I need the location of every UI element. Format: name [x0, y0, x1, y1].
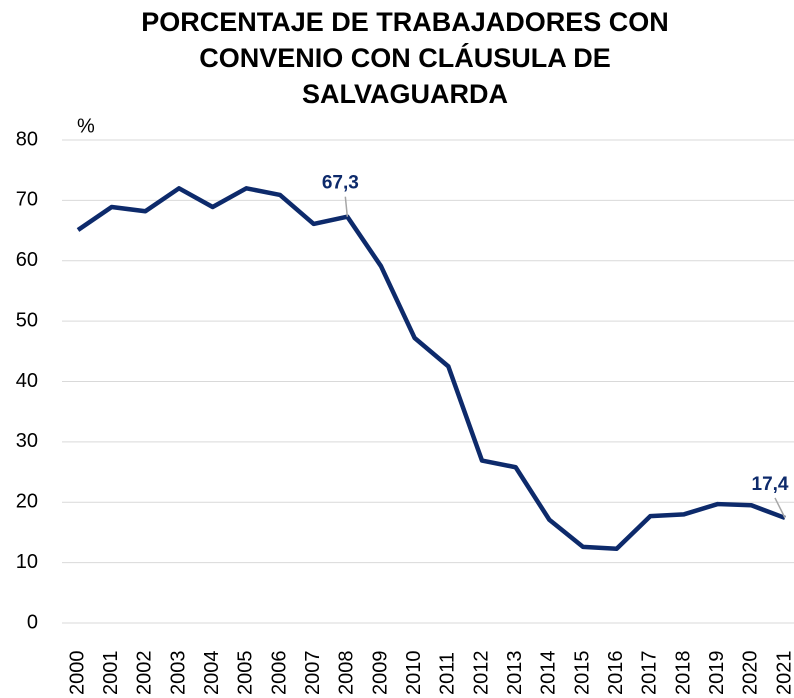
y-tick-label: 20	[16, 491, 38, 513]
x-tick-label: 2016	[605, 651, 627, 696]
y-tick-label: 60	[16, 249, 38, 271]
x-tick-label: 2009	[369, 651, 391, 696]
y-tick-label: 50	[16, 309, 38, 331]
data-label: 67,3	[322, 173, 359, 194]
leader-line	[344, 196, 349, 217]
y-tick-label: 0	[27, 611, 38, 633]
data-line	[76, 186, 786, 551]
y-axis-label: %	[77, 115, 95, 137]
x-tick-label: 2010	[403, 651, 425, 696]
x-tick-label: 2019	[706, 651, 728, 696]
x-tick-label: 2013	[504, 651, 526, 696]
x-tick-label: 2002	[134, 651, 156, 696]
x-tick-label: 2011	[437, 652, 459, 695]
chart-title: PORCENTAJE DE TRABAJADORES CON CONVENIO …	[141, 7, 669, 109]
x-tick-label: 2000	[66, 651, 88, 696]
x-tick-label: 2017	[639, 651, 661, 696]
leader-line	[774, 497, 786, 519]
x-tick-label: 2014	[538, 651, 560, 696]
y-tick-label: 70	[16, 189, 38, 211]
y-tick-label: 30	[16, 430, 38, 452]
x-tick-label: 2001	[100, 651, 122, 696]
data-label: 17,4	[752, 474, 789, 495]
y-tick-label: 80	[16, 128, 38, 150]
x-tick-label: 2004	[201, 651, 223, 696]
x-tick-label: 2005	[235, 651, 257, 696]
x-tick-label: 2007	[302, 651, 324, 696]
x-tick-label: 2003	[167, 651, 189, 696]
x-tick-label: 2020	[740, 651, 762, 696]
x-tick-label: 2008	[336, 651, 358, 696]
x-tick-label: 2015	[571, 651, 593, 696]
x-tick-label: 2021	[773, 651, 794, 696]
x-tick-label: 2018	[672, 651, 694, 696]
y-tick-label: 10	[16, 551, 38, 573]
x-tick-label: 2012	[470, 651, 492, 696]
x-tick-label: 2006	[268, 651, 290, 696]
y-tick-label: 40	[16, 370, 38, 392]
